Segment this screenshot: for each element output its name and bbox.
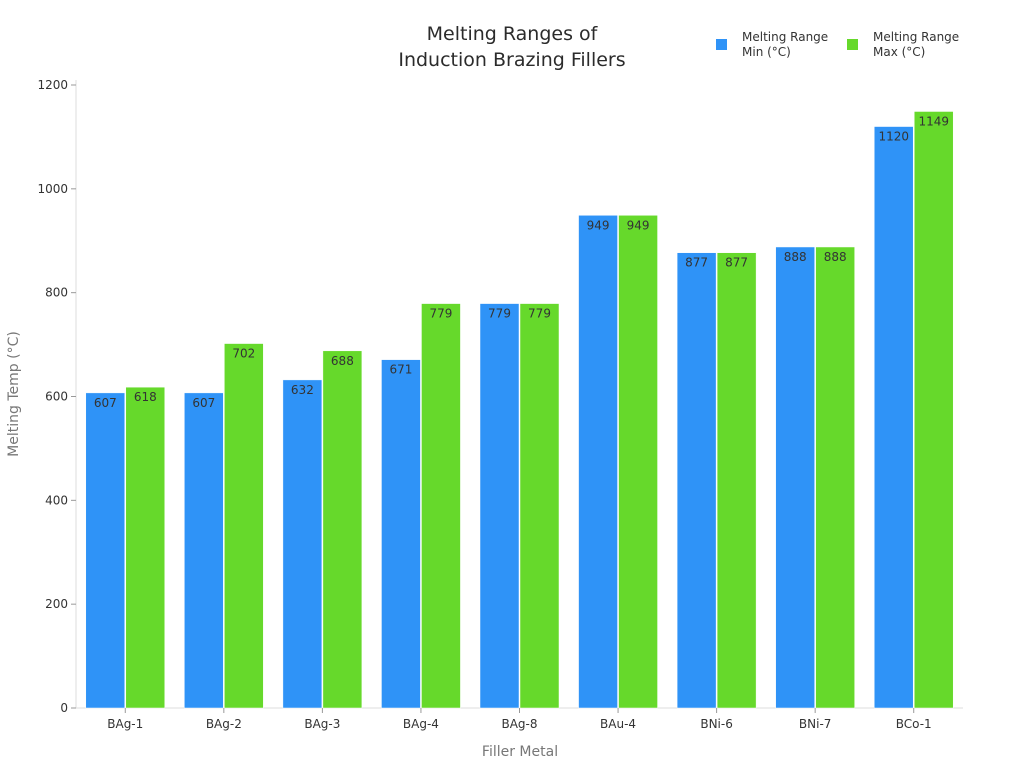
chart-title-line-2: Induction Brazing Fillers (398, 49, 625, 71)
bar-max-bag-3 (322, 350, 363, 709)
bar-min-bni-7 (775, 246, 815, 709)
y-tick-label: 200 (45, 597, 68, 611)
bar-max-bag-4 (421, 303, 461, 709)
x-tick-label: BAg-4 (403, 717, 439, 731)
bar-value-label: 888 (824, 250, 847, 264)
bar-value-label: 671 (389, 363, 412, 377)
y-tick-label: 1200 (37, 78, 68, 92)
bar-value-label: 949 (587, 218, 610, 232)
bar-value-label: 607 (94, 396, 117, 410)
bar-value-label: 779 (528, 307, 551, 321)
legend-label-min-line-2: Min (°C) (742, 45, 791, 59)
bar-min-bco-1 (873, 126, 914, 709)
bar-value-label: 877 (725, 256, 748, 270)
x-axis-title: Filler Metal (482, 744, 558, 760)
legend-label-min-line-1: Melting Range (742, 30, 828, 44)
x-axis-ticks: BAg-1 BAg-2 BAg-3 BAg-4 BAg-8 BAu-4 BNi-6 BNi-7… (107, 708, 932, 731)
bar-value-label: 607 (192, 396, 215, 410)
y-tick-label: 1000 (37, 182, 68, 196)
bar-min-bag-4 (381, 359, 421, 709)
bar-min-bni-6 (676, 252, 717, 709)
bar-max-bau-4 (618, 215, 658, 709)
bar-max-bco-1 (913, 111, 954, 709)
bar-series: 607 618 607 702 632 688 671 779 779 779 949 949 877 8… (85, 111, 954, 709)
bar-min-bag-2 (184, 392, 224, 709)
bar-max-bag-8 (519, 303, 560, 709)
y-tick-label: 800 (45, 286, 68, 300)
legend-label-max-line-2: Max (°C) (873, 45, 925, 59)
y-tick-label: 600 (45, 390, 68, 404)
x-tick-label: BAg-2 (206, 717, 242, 731)
x-tick-label: BNi-7 (799, 717, 832, 731)
bar-min-bau-4 (578, 215, 618, 709)
x-tick-label: BAg-1 (107, 717, 143, 731)
legend: Melting Range Min (°C) Melting Range Max… (716, 30, 959, 59)
bar-max-bni-6 (716, 252, 757, 709)
bar-min-bag-8 (479, 303, 520, 709)
x-tick-label: BAg-3 (304, 717, 340, 731)
bar-max-bag-1 (125, 386, 166, 709)
bar-value-label: 888 (784, 250, 807, 264)
legend-swatch-min (716, 39, 727, 50)
x-tick-label: BCo-1 (896, 717, 932, 731)
x-tick-label: BNi-6 (700, 717, 733, 731)
bar-min-bag-3 (282, 379, 323, 709)
bar-value-label: 702 (232, 347, 255, 361)
bar-value-label: 949 (627, 218, 650, 232)
y-axis-ticks: 0 200 400 600 800 1000 1200 (37, 78, 76, 715)
bar-value-label: 877 (685, 256, 708, 270)
bar-value-label: 779 (429, 307, 452, 321)
bar-value-label: 632 (291, 383, 314, 397)
legend-label-max-line-1: Melting Range (873, 30, 959, 44)
chart-title-line-1: Melting Ranges of (427, 23, 599, 45)
bar-value-label: 618 (134, 390, 157, 404)
bar-value-label: 688 (331, 354, 354, 368)
x-tick-label: BAg-8 (501, 717, 537, 731)
bar-value-label: 1149 (918, 114, 949, 128)
bar-max-bni-7 (815, 246, 855, 709)
bar-min-bag-1 (85, 392, 126, 709)
y-tick-label: 400 (45, 493, 68, 507)
y-tick-label: 0 (60, 701, 68, 715)
x-tick-label: BAu-4 (600, 717, 636, 731)
legend-swatch-max (847, 39, 858, 50)
bar-value-label: 779 (488, 307, 511, 321)
y-axis-title: Melting Temp (°C) (6, 331, 22, 457)
bar-max-bag-2 (224, 343, 264, 709)
bar-value-label: 1120 (878, 130, 909, 144)
